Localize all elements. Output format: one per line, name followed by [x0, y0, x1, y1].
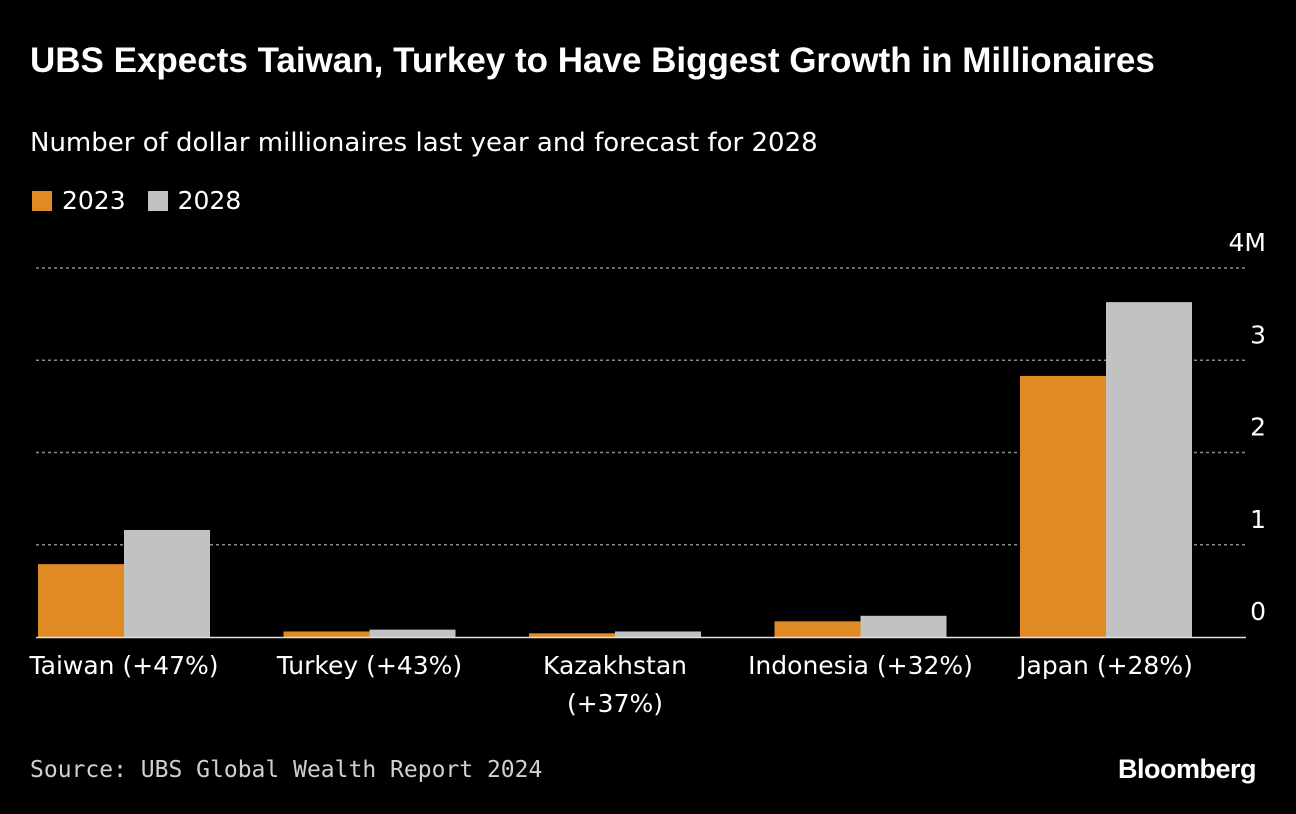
x-tick-label: Indonesia (+32%) [748, 651, 973, 680]
x-tick-label: Kazakhstan [543, 651, 687, 680]
legend-swatch-2023 [32, 190, 52, 211]
bar-2028-0 [124, 529, 210, 637]
legend-label-2028: 2028 [177, 186, 242, 215]
bar-2023-0 [38, 564, 124, 637]
y-tick-label: 4M [1229, 228, 1266, 257]
legend: 2023 2028 [32, 186, 263, 215]
x-tick-label: Japan (+28%) [1017, 651, 1193, 680]
bar-2028-1 [369, 629, 456, 637]
bar-2028-4 [1106, 302, 1192, 637]
y-tick-label: 0 [1250, 597, 1266, 626]
bar-2028-2 [615, 631, 701, 637]
y-tick-label: 3 [1250, 320, 1266, 349]
bar-2023-1 [283, 631, 370, 637]
legend-swatch-2028 [147, 190, 168, 211]
bar-2023-4 [1020, 375, 1106, 637]
chart-title: UBS Expects Taiwan, Turkey to Have Bigge… [30, 41, 1155, 80]
x-tick-label: Taiwan (+47%) [29, 651, 219, 680]
chart-subtitle: Number of dollar millionaires last year … [30, 128, 818, 158]
y-tick-label: 2 [1250, 413, 1266, 442]
y-tick-label: 1 [1250, 505, 1266, 534]
legend-item-2028: 2028 [147, 186, 242, 215]
legend-label-2023: 2023 [62, 186, 126, 215]
x-tick-label: Turkey (+43%) [276, 651, 462, 680]
bar-2023-2 [529, 633, 615, 637]
legend-item-2023: 2023 [32, 186, 126, 215]
bloomberg-logo: Bloomberg [1117, 754, 1257, 784]
source-note: Source: UBS Global Wealth Report 2024 [30, 757, 543, 783]
x-tick-label: (+37%) [567, 689, 663, 718]
bar-2028-3 [860, 615, 947, 637]
bar-2023-3 [774, 621, 861, 637]
